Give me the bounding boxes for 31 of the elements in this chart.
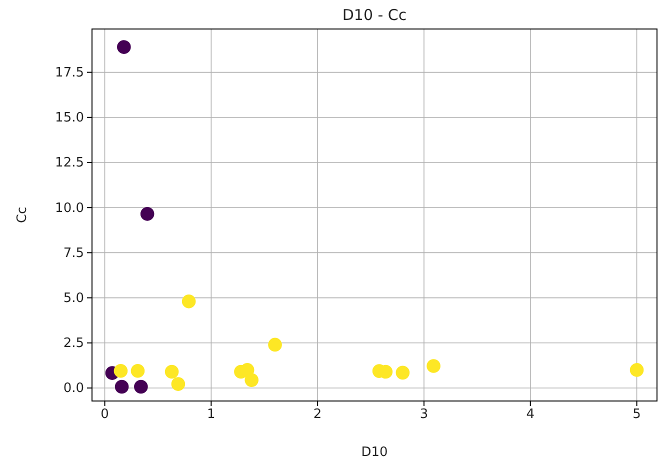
y-tick-label: 12.5 [55,156,84,171]
x-tick-label: 3 [420,407,428,422]
point [630,363,644,377]
y-axis-title: Cc [15,206,30,224]
y-tick-label: 0.0 [63,381,84,396]
point [171,377,186,391]
point [140,207,154,221]
y-tick-label: 5.0 [63,290,84,306]
point [117,40,131,54]
point [182,294,196,308]
y-tick-label: 15.0 [55,110,84,126]
point [268,338,282,352]
y-tick-label: 2.5 [63,336,84,352]
x-tick-label: 5 [632,407,641,422]
point [164,364,179,379]
x-axis-title: D10 [361,445,388,460]
x-tick-label: 2 [313,407,322,422]
y-tick-label: 7.5 [63,246,84,261]
point [426,359,440,373]
point [134,380,148,394]
point [114,380,129,394]
x-tick-label: 4 [526,407,535,422]
x-tick-label: 1 [207,407,216,422]
point [396,366,410,380]
y-tick-label: 17.5 [55,65,84,80]
point [130,364,145,378]
y-tick-label: 10.0 [55,200,84,216]
x-tick-label: 0 [100,407,109,422]
point [244,373,259,387]
point [114,364,128,378]
chart-title: D10 - Cc [342,6,407,24]
